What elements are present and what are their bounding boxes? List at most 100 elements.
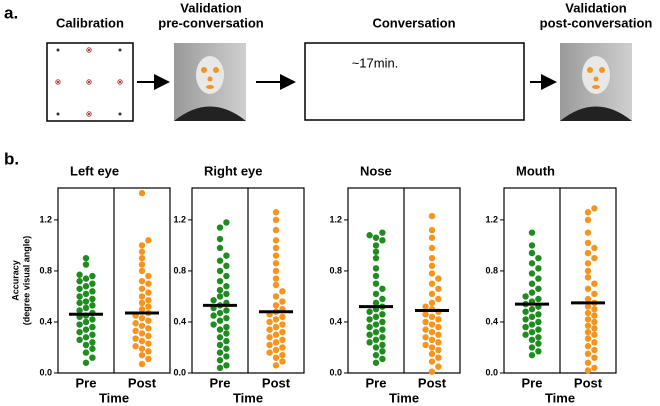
data-point [428, 368, 436, 375]
data-point [379, 326, 386, 333]
data-point [223, 337, 230, 345]
y-tick-label: 0.4 [173, 316, 186, 326]
data-point [272, 226, 280, 234]
data-point [145, 297, 152, 304]
data-point [132, 335, 139, 342]
data-point [272, 252, 280, 259]
data-point [145, 317, 152, 324]
data-point [372, 359, 380, 366]
y-axis-label: Accuracy [10, 260, 20, 301]
data-point [272, 275, 280, 282]
data-point [223, 362, 230, 369]
data-point [535, 318, 542, 326]
data-point [145, 332, 152, 340]
data-point [132, 327, 139, 335]
data-point [223, 252, 230, 259]
data-point [145, 272, 152, 280]
data-point [145, 325, 152, 332]
data-point [372, 313, 380, 321]
y-tick-label: 0.4 [39, 316, 52, 326]
data-point [528, 351, 536, 359]
data-point [82, 349, 90, 356]
data-point [422, 303, 429, 310]
data-point [138, 261, 146, 268]
data-point [89, 316, 96, 323]
data-point [372, 336, 380, 344]
data-point [272, 323, 280, 331]
data-point [223, 323, 230, 331]
data-point [138, 314, 146, 322]
data-point [535, 348, 542, 355]
data-point [76, 299, 83, 307]
data-point [584, 309, 592, 317]
data-point [528, 229, 536, 236]
data-point [272, 339, 280, 346]
data-point [76, 285, 83, 292]
data-point [428, 234, 436, 241]
data-point [535, 326, 542, 333]
data-point [76, 293, 83, 300]
data-point [216, 267, 224, 275]
x-axis-label: Time [233, 390, 263, 405]
data-point [145, 340, 152, 347]
data-point [82, 275, 90, 282]
data-point [428, 313, 436, 321]
data-point [223, 330, 230, 337]
data-point [372, 265, 380, 272]
data-point [210, 297, 217, 304]
data-point [138, 330, 146, 337]
data-point [428, 280, 436, 287]
data-point [435, 363, 442, 370]
data-point [266, 349, 273, 356]
data-point [591, 312, 598, 319]
chart-title: Right eye [204, 163, 263, 178]
x-axis-label: Time [545, 390, 575, 405]
data-point [89, 354, 96, 361]
data-point [372, 351, 380, 359]
data-point [528, 328, 536, 336]
data-point [522, 331, 529, 338]
data-point [210, 321, 217, 328]
data-point [428, 358, 436, 365]
data-point [145, 303, 152, 310]
data-point [528, 242, 536, 249]
data-point [379, 341, 386, 349]
y-tick-label: 0.8 [173, 265, 186, 275]
data-point [223, 283, 230, 290]
data-point [145, 280, 152, 287]
y-tick-label: 0.0 [485, 367, 498, 377]
y-tick-label: 1.2 [485, 214, 498, 224]
data-point [89, 339, 96, 346]
data-point [435, 316, 442, 323]
data-point [76, 277, 83, 285]
data-point [216, 364, 224, 372]
data-point [138, 306, 146, 313]
data-point [584, 295, 592, 303]
data-point [272, 331, 280, 338]
data-point [216, 309, 224, 317]
data-point [435, 295, 442, 303]
data-point [216, 257, 224, 264]
data-point [584, 249, 592, 257]
data-point [535, 334, 542, 341]
data-point [428, 321, 436, 328]
data-point [428, 290, 436, 298]
data-point [138, 254, 146, 262]
data-point [535, 265, 542, 272]
data-point [428, 262, 436, 270]
data-point [223, 290, 230, 298]
data-point [216, 277, 224, 285]
data-point [428, 328, 436, 336]
data-point [372, 321, 380, 328]
chart-title: Left eye [70, 163, 119, 178]
data-point [138, 293, 146, 300]
data-point [82, 298, 90, 305]
data-point [591, 254, 598, 262]
data-point [272, 216, 280, 224]
x-axis-label: Time [99, 390, 129, 405]
data-point [428, 254, 436, 262]
data-point [379, 295, 386, 303]
data-point [145, 348, 152, 355]
x-tick-label: Pre [366, 375, 387, 390]
